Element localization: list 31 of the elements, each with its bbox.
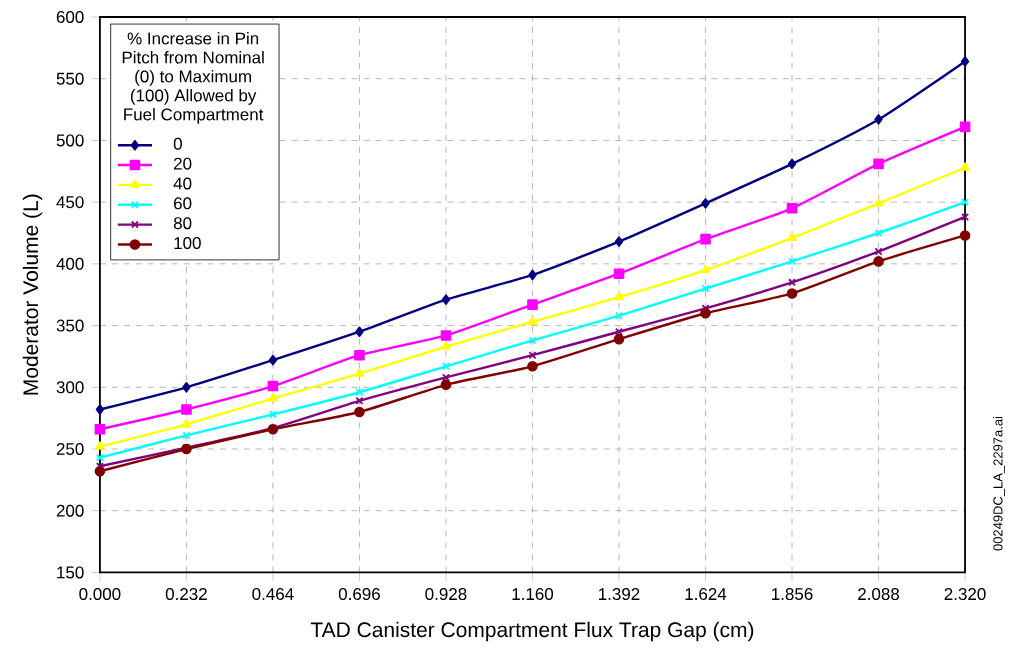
x-tick-label: 2.088 [858, 587, 900, 600]
x-axis-title: TAD Canister Compartment Flux Trap Gap (cm) [310, 621, 754, 642]
x-tick-label: 1.856 [772, 587, 813, 600]
x-tick-label: 1.160 [512, 587, 554, 600]
y-tick-label: 300 [56, 381, 84, 394]
x-tick-label: 0.464 [252, 587, 294, 600]
y-tick-label: 600 [56, 10, 84, 23]
legend-label: 0 [173, 137, 182, 150]
x-tick-label: 1.624 [685, 587, 727, 600]
y-tick-label: 250 [56, 442, 84, 455]
y-tick-label: 150 [57, 566, 84, 579]
x-tick-label: 0.928 [425, 587, 467, 600]
legend-label: 20 [174, 157, 192, 170]
legend-label: 100 [174, 236, 201, 249]
x-tick-label: 0.232 [165, 587, 207, 600]
y-tick-label: 500 [56, 134, 84, 147]
text: 00249DC_LA_2297a.ai [993, 416, 1005, 551]
y-tick-label: 350 [56, 319, 84, 332]
y-tick-label: 200 [56, 504, 84, 517]
x-tick-label: 0.696 [338, 587, 380, 600]
legend-label: 60 [174, 197, 192, 210]
x-tick-label: 0.000 [79, 587, 121, 600]
legend-label: 40 [173, 177, 192, 190]
y-tick-label: 550 [56, 72, 84, 85]
legend-label: 80 [173, 217, 192, 230]
legend-title: % Increase in Pin Pitch from Nominal (0) to Maximum (100) Allowed by Fuel Compartment [122, 31, 264, 124]
y-axis-title: Moderator Volume (L) [22, 194, 43, 395]
y-tick-label: 400 [56, 257, 84, 270]
x-tick-label: 2.320 [944, 587, 986, 600]
y-tick-label: 450 [56, 195, 84, 208]
x-tick-label: 1.392 [599, 587, 640, 600]
